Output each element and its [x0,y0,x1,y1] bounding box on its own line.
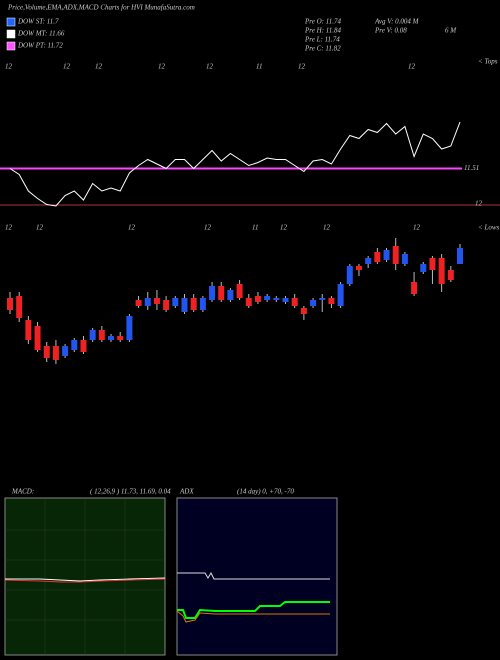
candle-body [89,330,96,340]
adx-line [177,571,330,580]
date-label: 12 [5,63,13,71]
legend-swatch [6,17,16,27]
date-label: 12 [128,224,136,232]
candle-body [273,298,280,300]
candle-body [172,298,179,306]
candle-body [218,286,225,300]
date-label: 12 [158,63,166,71]
candle-body [300,308,307,314]
adx-values: (14 day) 0, +70, -70 [237,488,294,496]
stat-text: Avg V: 0.004 M [374,18,420,26]
candle-body [16,296,23,318]
candle-body [245,298,252,306]
adx-plus [177,601,330,619]
candle-body [457,248,463,264]
macd-line [5,577,166,582]
candle-body [181,298,188,312]
date-label: 12 [95,63,103,71]
candle-body [190,298,197,310]
date-label: 12 [298,63,306,71]
date-label: 12 [63,63,71,71]
legend-text: DOW ST: 11.7 [17,18,59,26]
macd-label: MACD: [11,488,34,496]
candle-body [108,336,115,340]
candle-body [337,284,344,306]
candle-body [447,270,454,280]
right-tick: 12 [475,200,483,208]
candle-body [365,258,372,264]
candle-body [411,282,418,294]
date-label: 12 [204,224,212,232]
adx-label: ADX [179,488,194,496]
candle-body [34,326,41,350]
candle-body [310,300,317,306]
date-label: 11 [256,63,262,71]
stat-text: 6 M [445,27,457,35]
stat-text: Pre L: 11.74 [304,36,340,44]
date-label: 12 [280,224,288,232]
date-label: 11 [252,224,258,232]
candle-body [420,264,427,272]
candle-body [126,316,133,340]
candle-body [291,298,298,306]
candle-body [374,252,381,262]
candle-body [227,290,234,300]
date-label: 12 [5,224,13,232]
candle-body [43,346,50,358]
date-label: 12 [323,224,331,232]
candle-body [199,298,206,310]
legend-swatch [6,29,16,39]
candle-body [153,298,160,304]
stat-text: Pre O: 11.74 [304,18,341,26]
close-line [9,121,461,207]
candle-body [328,298,335,304]
legend-swatch [6,41,16,51]
candle-body [282,298,289,302]
date-label: 12 [413,224,421,232]
candle-body [7,298,13,310]
adx-panel [176,497,338,656]
stat-text: Pre V: 0.08 [374,27,407,35]
lows-label: < Lows [478,224,500,232]
candle-body [429,258,436,270]
candle-body [392,246,399,264]
candle-body [383,250,390,260]
candle-body [438,258,445,284]
candle-body [117,336,124,340]
candle-body [135,300,142,306]
candle-body [144,298,151,306]
candle-body [163,300,170,310]
candle-body [319,298,326,300]
stat-text: Pre C: 11.82 [304,45,341,53]
candle-body [346,266,353,284]
macd-signal [4,578,166,583]
candle-body [209,286,216,300]
legend-text: DOW PT: 11.72 [17,42,63,50]
stat-text: Pre H: 11.84 [304,27,341,35]
date-label: 12 [36,224,44,232]
candle-body [401,254,408,264]
candle-body [264,296,271,300]
date-label: 12 [408,63,416,71]
candle-body [62,346,69,356]
date-label: 12 [206,63,214,71]
chart-title: Price,Volume,EMA,ADX,MACD Charts for HVI… [7,4,195,12]
macd-grid [5,498,165,655]
adx-minus [176,610,330,623]
candle-body [80,340,87,352]
legend-text: DOW MT: 11.66 [17,30,65,38]
candle-body [52,346,59,360]
candle-body [236,284,243,298]
macd-values: ( 12,26,9 ) 11.73, 11.69, 0.04 [90,488,171,496]
candle-body [355,266,362,270]
candle-body [98,330,105,340]
candle-body [254,296,261,302]
level-label: 11.51 [464,164,479,172]
tops-label: < Tops [478,58,498,66]
candle-body [71,340,78,350]
candle-body [25,320,32,340]
